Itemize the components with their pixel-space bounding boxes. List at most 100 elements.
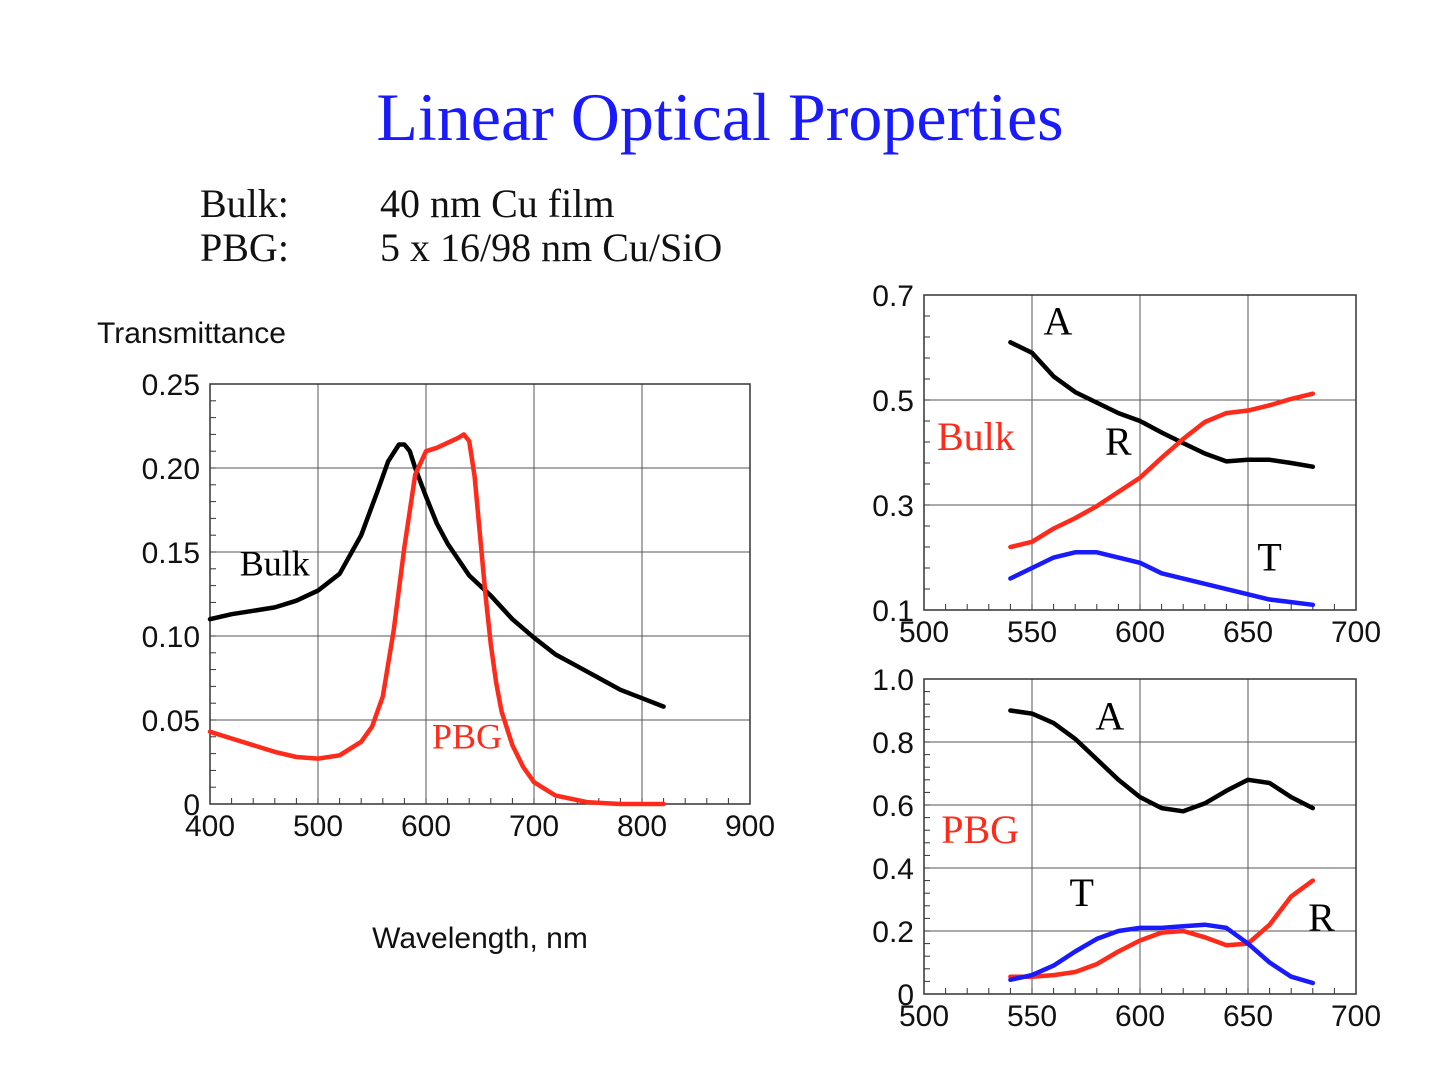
annotation-label-t: T bbox=[1257, 535, 1281, 580]
data-point-a bbox=[1052, 721, 1056, 725]
data-point-t bbox=[1008, 978, 1012, 982]
data-point-pbg bbox=[413, 473, 417, 477]
data-point-a bbox=[1073, 390, 1077, 394]
data-point-a bbox=[1138, 419, 1142, 423]
y-tick-label: 0.5 bbox=[872, 385, 914, 418]
data-point-t bbox=[1095, 550, 1099, 554]
data-point-pbg bbox=[478, 533, 482, 537]
chart-pbg-rat: 500 550 600 650 700 0 0.2 0.4 0.6 0.8 1.0 A PBG T R bbox=[872, 664, 1381, 1033]
data-point-a bbox=[1008, 709, 1012, 712]
data-point-r bbox=[1311, 879, 1315, 883]
data-point-pbg bbox=[316, 757, 320, 761]
data-point-a bbox=[1268, 781, 1272, 785]
data-point-pbg bbox=[494, 681, 498, 685]
data-point-t bbox=[1311, 603, 1315, 607]
data-point-r bbox=[1181, 437, 1185, 441]
description-label-bulk: Bulk: bbox=[200, 181, 289, 226]
data-point-pbg bbox=[640, 802, 644, 806]
data-point-bulk bbox=[489, 594, 493, 598]
y-tick-label: 0.20 bbox=[142, 453, 200, 486]
data-point-r bbox=[1095, 962, 1099, 966]
data-point-bulk bbox=[510, 617, 514, 621]
data-point-t bbox=[1289, 600, 1293, 604]
data-point-a bbox=[1181, 809, 1185, 813]
data-point-bulk bbox=[408, 449, 412, 453]
y-tick-label: 0.8 bbox=[872, 727, 914, 760]
x-tick-label: 700 bbox=[1331, 1000, 1381, 1033]
data-point-t bbox=[1073, 950, 1077, 953]
data-point-pbg bbox=[435, 446, 439, 450]
data-point-t bbox=[1160, 926, 1164, 930]
data-point-t bbox=[1138, 926, 1142, 930]
x-tick-label: 550 bbox=[1007, 1000, 1057, 1033]
x-tick-label: 600 bbox=[1115, 1000, 1165, 1033]
annotation-label-pbg: PBG bbox=[941, 807, 1019, 852]
annotation-label-bulk: Bulk bbox=[937, 414, 1015, 459]
data-point-a bbox=[1095, 757, 1099, 761]
x-tick-label: 650 bbox=[1223, 1000, 1273, 1033]
data-point-a bbox=[1030, 351, 1034, 355]
data-point-a bbox=[1052, 374, 1056, 378]
data-point-a bbox=[1030, 712, 1034, 716]
x-tick-label: 700 bbox=[1331, 616, 1381, 649]
chart-bulk-rat: 500 550 600 650 700 0.1 0.3 0.5 0.7 A R T Bulk bbox=[872, 280, 1381, 649]
data-point-t bbox=[1181, 577, 1185, 580]
data-point-pbg bbox=[402, 545, 406, 549]
data-point-t bbox=[1030, 973, 1034, 977]
page-title: Linear Optical Properties bbox=[376, 79, 1064, 155]
x-tick-label: 600 bbox=[401, 810, 451, 843]
data-point-r bbox=[1160, 931, 1164, 935]
y-tick-label: 0.1 bbox=[872, 595, 914, 628]
data-point-r bbox=[1181, 929, 1185, 933]
x-tick-label: 700 bbox=[509, 810, 559, 843]
data-point-a bbox=[1224, 459, 1228, 463]
data-point-bulk bbox=[446, 542, 450, 546]
y-tick-label: 0 bbox=[183, 789, 200, 822]
data-point-bulk bbox=[402, 443, 406, 446]
x-tick-label: 400 bbox=[185, 810, 235, 843]
y-axis-label: Transmittance bbox=[97, 317, 286, 350]
x-tick-label: 500 bbox=[899, 1000, 949, 1033]
annotation-label-t: T bbox=[1069, 870, 1093, 915]
data-point-bulk bbox=[386, 459, 390, 463]
data-point-a bbox=[1203, 452, 1207, 455]
data-point-r bbox=[1116, 490, 1120, 494]
data-point-t bbox=[1116, 556, 1120, 559]
data-point-r bbox=[1311, 392, 1315, 396]
data-point-pbg bbox=[500, 710, 504, 714]
data-point-a bbox=[1289, 795, 1293, 799]
data-point-a bbox=[1246, 778, 1250, 782]
data-point-a bbox=[1246, 458, 1250, 462]
data-point-t bbox=[1311, 981, 1315, 985]
data-point-r bbox=[1030, 540, 1034, 544]
data-point-pbg bbox=[462, 432, 466, 436]
data-point-a bbox=[1289, 461, 1293, 465]
data-point-bulk bbox=[208, 617, 212, 621]
data-point-pbg bbox=[338, 753, 342, 757]
data-point-pbg bbox=[554, 794, 558, 798]
data-point-t bbox=[1246, 592, 1250, 596]
data-point-t bbox=[1138, 561, 1142, 565]
data-point-r bbox=[1268, 923, 1272, 927]
x-tick-label: 900 bbox=[725, 810, 775, 843]
y-tick-label: 0 bbox=[897, 979, 914, 1012]
x-axis-label: Wavelength, nm bbox=[372, 922, 588, 955]
x-tick-label: 550 bbox=[1007, 616, 1057, 649]
description-label-pbg: PBG: bbox=[200, 225, 289, 270]
y-tick-label: 0.7 bbox=[872, 280, 914, 313]
data-point-bulk bbox=[575, 664, 579, 668]
data-point-pbg bbox=[273, 750, 277, 754]
annotation-label-pbg: PBG bbox=[432, 717, 502, 757]
data-point-bulk bbox=[359, 533, 363, 537]
data-point-a bbox=[1160, 431, 1164, 434]
data-point-pbg bbox=[359, 740, 363, 744]
plot-frame bbox=[209, 383, 751, 805]
data-point-t bbox=[1052, 556, 1056, 559]
plot-frame bbox=[923, 294, 1357, 611]
data-point-bulk bbox=[294, 599, 298, 603]
data-point-r bbox=[1203, 935, 1207, 939]
data-point-r bbox=[1138, 476, 1142, 480]
data-point-r bbox=[1289, 894, 1293, 898]
data-point-a bbox=[1138, 795, 1142, 799]
